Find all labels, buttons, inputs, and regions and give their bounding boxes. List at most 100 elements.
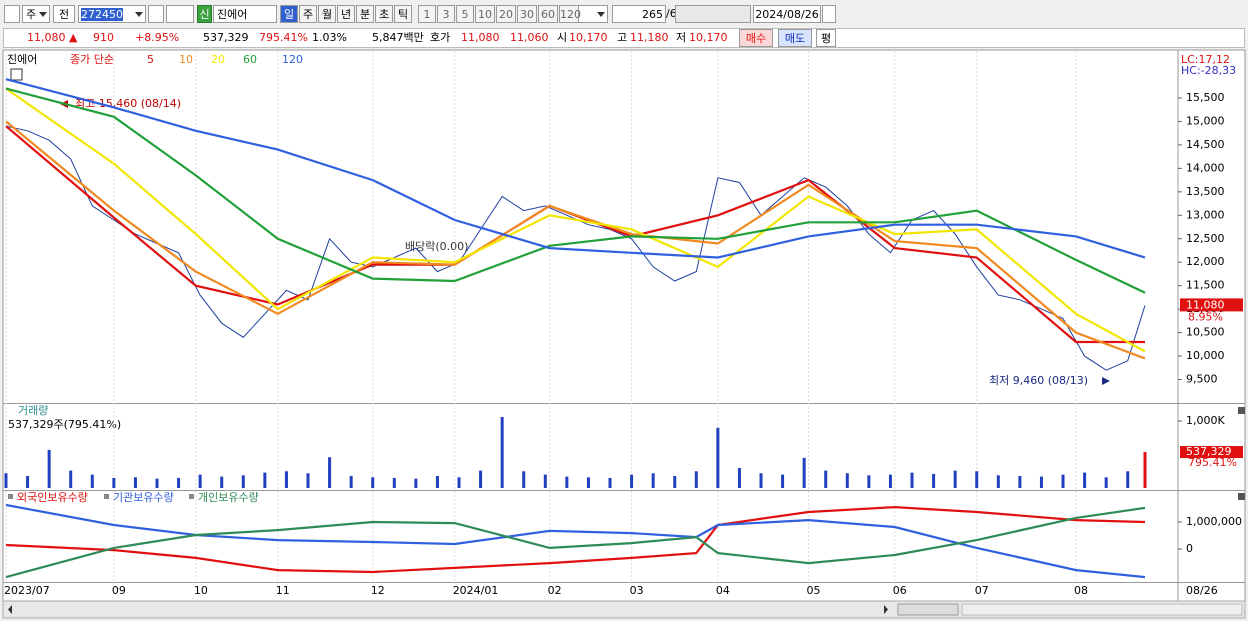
pane-title: 거래량 <box>18 404 48 417</box>
legend-entry: 기관보유수량 <box>113 491 174 504</box>
date-input[interactable]: 2024/08/26 <box>753 5 821 23</box>
volume-bar <box>759 473 763 488</box>
y-tick-label: 14,500 <box>1186 138 1225 151</box>
last-price-box <box>1180 298 1243 312</box>
y-tick-label: 13,000 <box>1186 208 1225 221</box>
volume: 537,329 <box>203 31 249 44</box>
volume-bar <box>1039 476 1043 488</box>
bid: 11,060 <box>510 31 549 44</box>
count: 265 <box>642 8 663 21</box>
volume-bar <box>802 457 806 488</box>
x-tick-label: 2023/07 <box>4 584 50 597</box>
y-tick-label: 15,500 <box>1186 91 1225 104</box>
ma-label: 종가 단순 <box>70 53 114 66</box>
interval-button[interactable]: 30 <box>517 5 537 23</box>
low: 10,170 <box>689 31 728 44</box>
code-input[interactable]: 272450 <box>78 5 146 23</box>
low-label: 저 <box>676 31 687 44</box>
period-type-select[interactable]: 주 <box>22 5 50 23</box>
volume-bar <box>500 417 504 488</box>
volume-bar <box>198 474 202 488</box>
interval-button[interactable]: 120 <box>559 5 581 23</box>
period-button[interactable]: 주 <box>299 5 317 23</box>
grid-icon[interactable] <box>10 68 23 81</box>
calendar-icon[interactable] <box>822 5 836 23</box>
x-tick-label: 06 <box>893 584 907 597</box>
count-input[interactable]: 265 <box>612 5 666 23</box>
interval-button[interactable]: 5 <box>456 5 474 23</box>
high-annotation: 최고 15,460 (08/14) <box>75 97 181 110</box>
x-tick-label: 11 <box>276 584 290 597</box>
interval-button[interactable]: 1 <box>418 5 436 23</box>
buy-button[interactable]: 매수 <box>739 29 773 47</box>
legend-entry: 20 <box>211 53 225 66</box>
pane-subtitle: 537,329주(795.41%) <box>8 418 121 431</box>
avg-button[interactable]: 평 <box>816 29 836 47</box>
pane-close[interactable] <box>1238 493 1245 500</box>
zoom-tools[interactable] <box>961 603 1243 616</box>
last-volume-pct: 795.41% <box>1188 456 1237 469</box>
sound-icon[interactable] <box>166 5 194 23</box>
amount: 5,847백만 <box>372 31 424 44</box>
volume-bar <box>479 470 483 488</box>
menu-icon[interactable] <box>4 5 20 23</box>
annotation-arrow <box>1102 377 1110 385</box>
x-tick-label: 08 <box>1074 584 1088 597</box>
sell-button[interactable]: 매도 <box>778 29 812 47</box>
volume-bar <box>349 475 353 488</box>
ma-line <box>5 87 1146 353</box>
volume-bar <box>522 471 526 488</box>
x-tick-label: 04 <box>716 584 730 597</box>
volume-bar <box>824 470 828 488</box>
period-button[interactable]: 분 <box>356 5 374 23</box>
period-button[interactable]: 일 <box>280 5 298 23</box>
high: 11,180 <box>630 31 669 44</box>
holding-line <box>5 506 1146 579</box>
turnover: 1.03% <box>312 31 347 44</box>
volume-bar <box>133 477 137 488</box>
search-icon[interactable] <box>148 5 164 23</box>
period-type: 주 <box>26 8 37 21</box>
volume-bar <box>220 476 224 488</box>
x-end-label: 08/26 <box>1186 584 1218 597</box>
volume-bar <box>1018 475 1022 488</box>
x-tick-label: 10 <box>194 584 208 597</box>
holding-line <box>5 503 1146 579</box>
name-input[interactable]: 진에어 <box>213 5 277 23</box>
chart-area <box>2 49 1246 602</box>
period-button[interactable]: 틱 <box>394 5 412 23</box>
period-button[interactable]: 월 <box>318 5 336 23</box>
legend-entry: 120 <box>282 53 303 66</box>
volume-bar <box>392 477 396 488</box>
interval-button[interactable]: 60 <box>538 5 558 23</box>
quote-label: 호가 <box>430 31 451 44</box>
volume-bar <box>1083 472 1087 488</box>
buy: 매수 <box>745 32 767 45</box>
pane-close[interactable] <box>1238 407 1245 414</box>
y-tick-label: 12,500 <box>1186 232 1225 245</box>
lc-label: LC:17,12 <box>1181 53 1230 66</box>
interval-button[interactable]: 3 <box>437 5 455 23</box>
scroll-left[interactable] <box>8 605 12 614</box>
x-tick-label: 02 <box>548 584 562 597</box>
legend-swatch <box>8 494 13 499</box>
volume-bar <box>435 475 439 488</box>
tool-icons[interactable] <box>675 5 751 23</box>
playback-controls[interactable] <box>897 603 959 616</box>
change: 910 <box>93 31 114 44</box>
interval-button[interactable]: 10 <box>475 5 495 23</box>
volume-bar <box>888 474 892 488</box>
hc-label: HC:-28,33 <box>1181 64 1236 77</box>
y-tick-label: 11,500 <box>1186 279 1225 292</box>
legend-swatch <box>189 494 194 499</box>
volume-bar <box>1143 452 1147 488</box>
volume-bar <box>4 473 8 488</box>
compare-button[interactable]: 전 <box>53 5 75 23</box>
ma-line <box>5 87 1146 294</box>
scroll-right[interactable] <box>884 605 888 614</box>
period-button[interactable]: 년 <box>337 5 355 23</box>
volume-bar <box>241 475 245 488</box>
period-button[interactable]: 초 <box>375 5 393 23</box>
interval-button[interactable]: 20 <box>496 5 516 23</box>
